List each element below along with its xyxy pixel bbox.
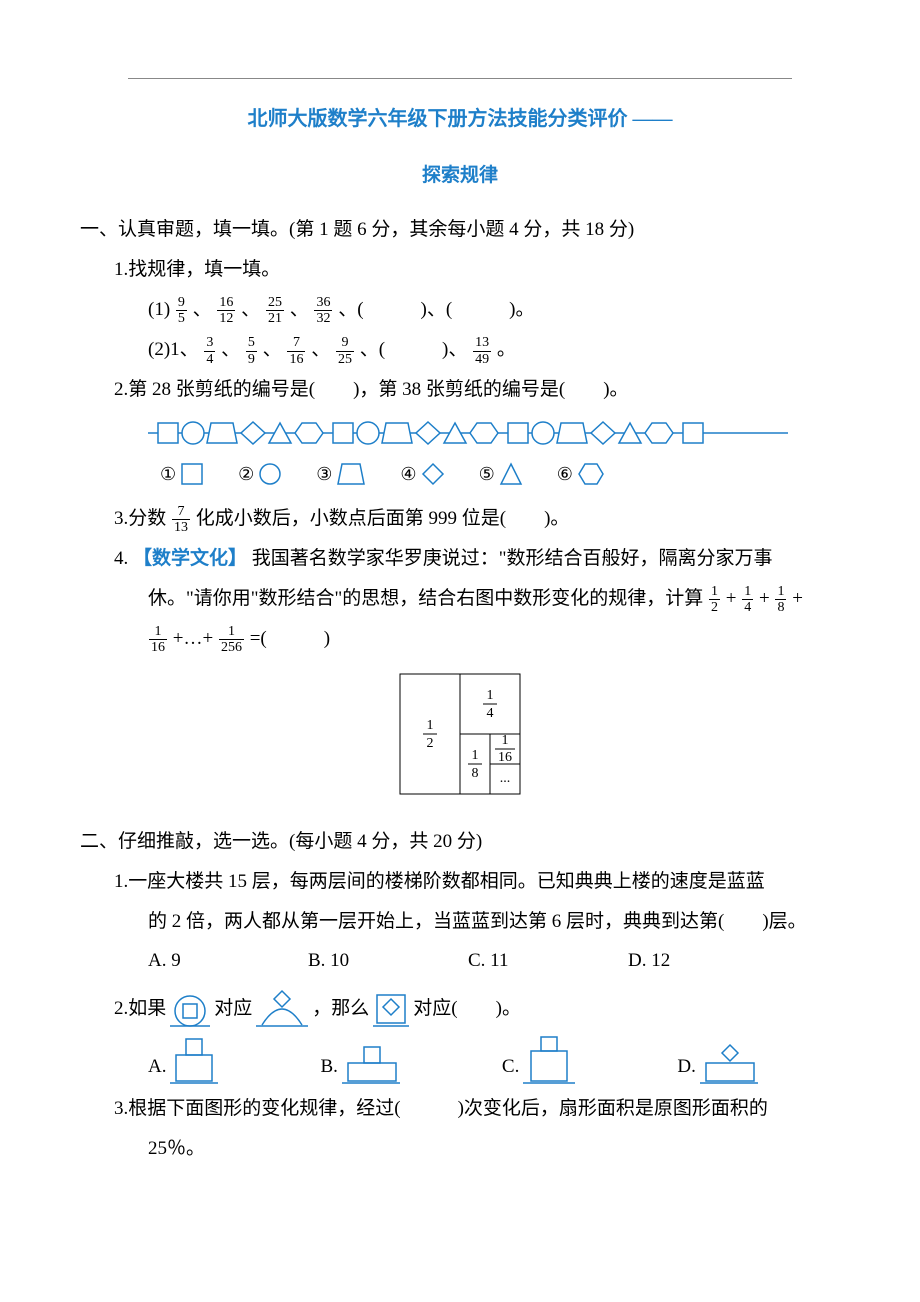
svg-text:16: 16 [498,750,512,765]
arc-with-diamond-icon [252,985,312,1027]
plus: + [759,588,770,609]
svg-text:1: 1 [427,718,434,733]
q1-label: 1.找规律，填一填。 [114,252,840,288]
math-culture-tag: 【数学文化】 [133,548,247,569]
s2q3-line1: 3.根据下面图形的变化规律，经过( )次变化后，扇形面积是原图形面积的 [114,1091,840,1127]
frac: 1256 [219,624,244,656]
frac: 3632 [314,295,332,327]
frac: 95 [176,295,187,327]
q1-part1: (1) 95 、 1612 、 2521 、 3632 、( )、( )。 [148,292,840,328]
frac: 716 [287,335,305,367]
frac: 116 [149,624,167,656]
opt-d: D. 12 [628,943,788,979]
legend-2: ② [238,457,254,491]
q3-post: 化成小数后，小数点后面第 999 位是( )。 [196,508,570,529]
opt-b-label: B. [320,1049,337,1085]
frac: 925 [336,335,354,367]
legend-3: ③ [316,457,332,491]
s2q2-mid3: 对应( )。 [413,991,521,1027]
plus: + [792,588,803,609]
opt-d-icon [698,1041,760,1085]
q4-end: =( ) [250,628,330,649]
opt-a: A. 9 [148,943,308,979]
circle-with-square-icon [166,985,214,1027]
legend-6: ⑥ [557,457,573,491]
svg-text:...: ... [500,771,511,786]
q4-mid: +…+ [173,628,213,649]
q4-line1: 4. 【数学文化】 我国著名数学家华罗庚说过："数形结合百般好，隔离分家万事 [114,541,840,577]
opt-b: B. 10 [308,943,468,979]
sep: 、 [290,299,309,320]
q2-text: 2.第 28 张剪纸的编号是( )，第 38 张剪纸的编号是( )。 [114,372,840,408]
q3-pre: 3.分数 [114,508,166,529]
shape-sequence [148,417,840,449]
s2q3-line2: 25％。 [148,1131,840,1167]
q4-label: 4. [114,548,128,569]
q1p2-mid: 、( )、 [360,339,468,360]
q4-text1: 我国著名数学家华罗庚说过："数形结合百般好，隔离分家万事 [252,548,773,569]
q4-line3: 116 +…+ 1256 =( ) [148,621,840,657]
s2q1-line1: 1.一座大楼共 15 层，每两层间的楼梯阶数都相同。已知典典上楼的速度是蓝蓝 [114,864,840,900]
q1-part2: (2)1、 34 、 59 、 716 、 925 、( )、 1349 。 [148,332,840,368]
frac: 1612 [217,295,235,327]
q4-text2: 休。"请你用"数形结合"的思想，结合右图中数形变化的规律，计算 [148,588,703,609]
title-main: 北师大版数学六年级下册方法技能分类评价 —— [80,100,840,138]
q4-line2: 休。"请你用"数形结合"的思想，结合右图中数形变化的规律，计算 12 + 14 … [148,581,840,617]
q1p2-prefix: (2)1、 [148,339,199,360]
s2q1-options: A. 9 B. 10 C. 11 D. 12 [148,943,840,979]
sep: 、 [193,299,212,320]
svg-text:1: 1 [472,748,479,763]
frac: 1349 [473,335,491,367]
opt-b-icon [340,1041,402,1085]
frac: 18 [775,584,786,616]
opt-c-label: C. [502,1049,519,1085]
s2q1-line2: 的 2 倍，两人都从第一层开始上，当蓝蓝到达第 6 层时，典典到达第( )层。 [148,904,840,940]
q3-text: 3.分数 713 化成小数后，小数点后面第 999 位是( )。 [114,501,840,537]
opt-a-icon [168,1033,220,1085]
title-sub: 探索规律 [80,158,840,194]
square-with-diamond-icon [369,985,413,1027]
q1p1-prefix: (1) [148,299,170,320]
frac: 59 [246,335,257,367]
frac: 713 [172,504,190,536]
sep: 、 [311,339,330,360]
q1p1-suffix: 、( )、( )。 [338,299,534,320]
sep: 、 [221,339,240,360]
svg-text:2: 2 [427,736,434,751]
frac: 12 [709,584,720,616]
q1p2-end: 。 [497,339,516,360]
fraction-diagram: 12 14 18 116 ... [395,669,525,812]
opt-c-icon [521,1033,577,1085]
legend-4: ④ [400,457,416,491]
s2q2-mid1: 对应 [214,991,252,1027]
s2q2-pre: 2.如果 [114,991,166,1027]
sep: 、 [263,339,282,360]
s2q2-mid2: ，那么 [312,991,369,1027]
svg-text:1: 1 [502,733,509,748]
section1-head: 一、认真审题，填一填。(第 1 题 6 分，其余每小题 4 分，共 18 分) [80,212,840,248]
opt-a-label: A. [148,1049,166,1085]
opt-d-label: D. [677,1049,695,1085]
svg-text:4: 4 [487,706,494,721]
section2-head: 二、仔细推敲，选一选。(每小题 4 分，共 20 分) [80,824,840,860]
opt-c: C. 11 [468,943,628,979]
frac: 14 [742,584,753,616]
header-rule [128,78,792,79]
frac: 34 [204,335,215,367]
svg-text:1: 1 [487,688,494,703]
plus: + [726,588,737,609]
shape-legend: ① ② ③ ④ ⑤ ⑥ [160,457,840,491]
s2q2-options: A. B. C. D. [148,1033,840,1085]
sep: 、 [241,299,260,320]
svg-text:8: 8 [472,766,479,781]
frac: 2521 [266,295,284,327]
legend-5: ⑤ [479,457,495,491]
s2q2-line: 2.如果 对应 ，那么 对应( )。 [114,985,840,1027]
legend-1: ① [160,457,176,491]
